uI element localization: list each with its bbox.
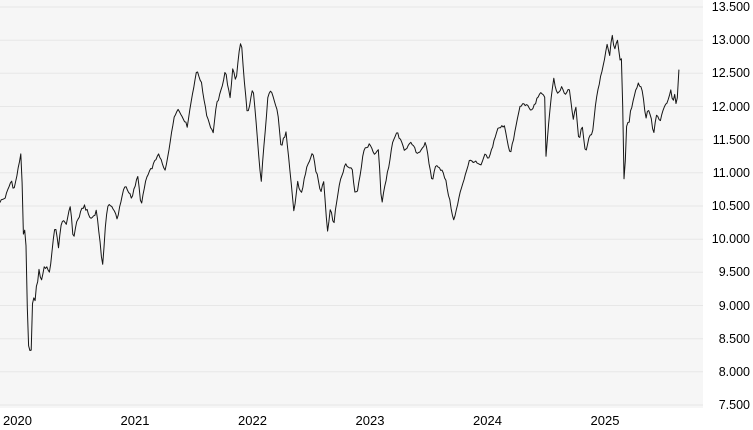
y-axis-label: 7.500 xyxy=(718,398,750,412)
y-axis-label: 11.500 xyxy=(712,132,750,147)
y-axis-label: 9.000 xyxy=(718,298,750,313)
x-axis-label: 2022 xyxy=(238,413,267,428)
gridlines xyxy=(0,6,703,406)
x-axis-label: 2025 xyxy=(590,413,620,428)
y-axis-label: 13.500 xyxy=(711,0,750,14)
x-axis-label: 2020 xyxy=(3,413,32,428)
x-axis-label: 2024 xyxy=(473,413,502,428)
y-axis-label: 8.000 xyxy=(718,364,750,379)
y-axis-label: 10.000 xyxy=(711,232,750,247)
y-axis-label: 11.000 xyxy=(712,165,750,180)
y-axis-label: 13.000 xyxy=(711,33,750,48)
y-axis-label: 10.500 xyxy=(711,199,750,213)
y-axis-label: 12.000 xyxy=(711,99,750,114)
y-axis-label: 8.500 xyxy=(718,331,750,346)
price-line xyxy=(0,34,680,351)
plot-area-background xyxy=(0,0,703,408)
y-axis-label: 9.500 xyxy=(718,265,750,280)
x-axis-label: 2023 xyxy=(355,413,385,428)
x-axis-label: 2021 xyxy=(120,413,150,428)
y-axis-label: 12.500 xyxy=(711,66,750,81)
